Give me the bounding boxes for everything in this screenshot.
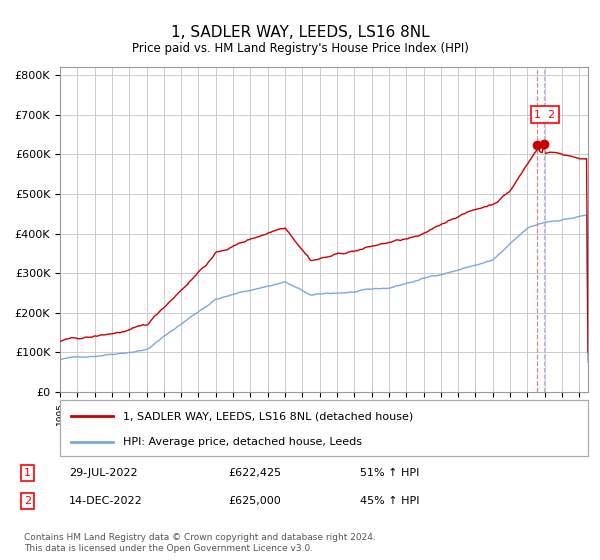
Text: 45% ↑ HPI: 45% ↑ HPI — [360, 496, 419, 506]
Text: 2: 2 — [24, 496, 31, 506]
Text: 29-JUL-2022: 29-JUL-2022 — [69, 468, 137, 478]
Text: HPI: Average price, detached house, Leeds: HPI: Average price, detached house, Leed… — [124, 437, 362, 447]
Text: 1, SADLER WAY, LEEDS, LS16 8NL: 1, SADLER WAY, LEEDS, LS16 8NL — [170, 25, 430, 40]
Text: 51% ↑ HPI: 51% ↑ HPI — [360, 468, 419, 478]
Text: Contains HM Land Registry data © Crown copyright and database right 2024.
This d: Contains HM Land Registry data © Crown c… — [24, 533, 376, 553]
FancyBboxPatch shape — [60, 400, 588, 456]
Text: 14-DEC-2022: 14-DEC-2022 — [69, 496, 143, 506]
Text: 1, SADLER WAY, LEEDS, LS16 8NL (detached house): 1, SADLER WAY, LEEDS, LS16 8NL (detached… — [124, 411, 413, 421]
Text: 1: 1 — [24, 468, 31, 478]
Text: Price paid vs. HM Land Registry's House Price Index (HPI): Price paid vs. HM Land Registry's House … — [131, 42, 469, 55]
Text: £622,425: £622,425 — [228, 468, 281, 478]
Text: £625,000: £625,000 — [228, 496, 281, 506]
Text: 1  2: 1 2 — [534, 110, 555, 120]
